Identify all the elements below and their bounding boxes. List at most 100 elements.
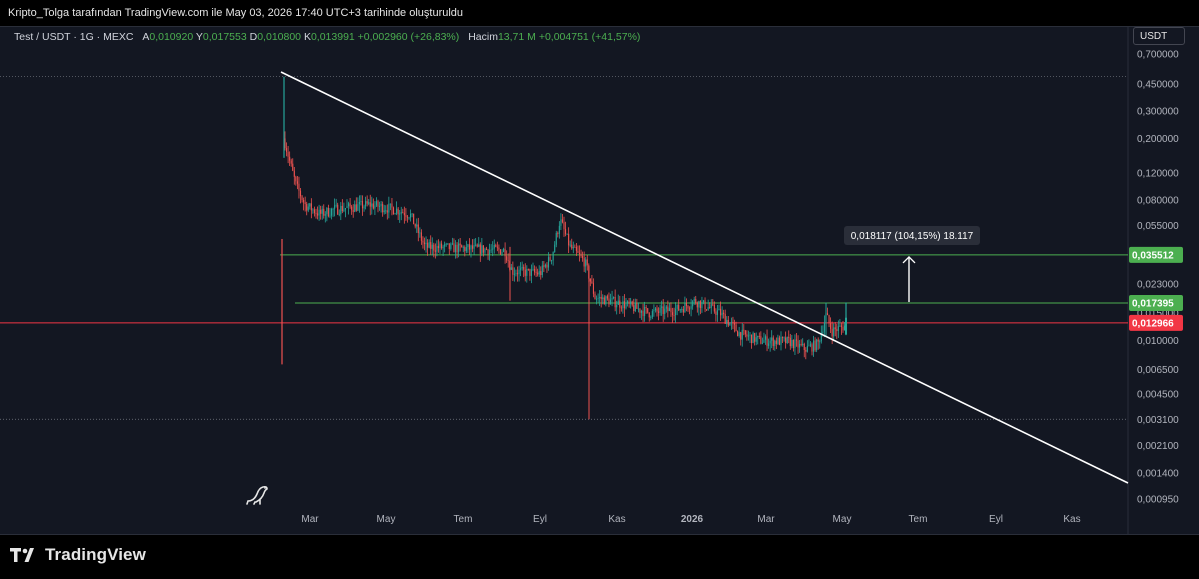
candle-body	[461, 245, 463, 248]
candle-body	[383, 210, 385, 213]
candle-body	[834, 327, 836, 330]
candle-body	[324, 214, 326, 216]
x-tick-label: Kas	[1063, 514, 1080, 525]
candle-body	[321, 208, 323, 214]
candle-body	[758, 335, 760, 337]
candle-body	[414, 224, 416, 227]
candle-body	[524, 269, 526, 276]
candle-body	[788, 336, 790, 338]
candle-body	[769, 340, 771, 344]
y-tick-label: 0,002100	[1137, 441, 1179, 452]
candle-body	[315, 212, 317, 214]
candle-body	[768, 343, 770, 346]
candle-body	[642, 310, 644, 317]
candle-body	[351, 206, 353, 211]
candle-body	[462, 247, 464, 248]
candle-body	[592, 283, 594, 294]
candle-body	[842, 326, 844, 331]
candle-body	[723, 312, 725, 315]
candle-body	[806, 345, 808, 352]
candle-body	[689, 308, 691, 310]
candle-body	[761, 342, 763, 344]
candle-body	[493, 245, 495, 249]
y-tick-label: 0,015000	[1137, 309, 1179, 320]
candle-body	[349, 203, 351, 207]
candle-body	[330, 208, 333, 216]
candle-body	[554, 244, 556, 253]
candle-body	[369, 202, 371, 207]
candle-body	[451, 243, 453, 245]
candle-body	[650, 317, 652, 318]
candle-body	[682, 309, 684, 313]
candle-body	[583, 258, 585, 267]
candle-body	[382, 203, 384, 213]
candle-body	[701, 302, 703, 309]
candle-body	[513, 273, 515, 275]
candle-body	[538, 271, 540, 275]
volume-change-value: +0,004751 (+41,57%)	[538, 31, 641, 43]
candle-body	[673, 314, 675, 316]
tradingview-logo[interactable]: TradingView	[10, 545, 146, 565]
candle-body	[693, 299, 695, 302]
candle-body	[613, 297, 615, 298]
candle-body	[487, 249, 489, 255]
symbol-title[interactable]: Test / USDT · 1G · MEXC	[14, 31, 134, 43]
candle-body	[526, 268, 528, 276]
candle-body	[465, 247, 467, 252]
high-value: 0,017553	[202, 31, 247, 43]
candle-body	[507, 260, 509, 262]
candle-body	[628, 301, 630, 304]
candle-body	[799, 343, 801, 348]
candle-body	[600, 296, 602, 300]
candle-body	[614, 297, 616, 308]
candle-body	[338, 214, 340, 216]
candle-body	[710, 304, 712, 308]
candle-body	[637, 308, 639, 310]
dino-icon	[246, 485, 268, 505]
candle-body	[434, 250, 436, 252]
candle-body	[379, 206, 381, 207]
candle-body	[760, 336, 762, 344]
candle-body	[355, 204, 357, 211]
currency-button[interactable]: USDT	[1133, 27, 1185, 45]
candle-body	[292, 163, 294, 171]
y-tick-label: 0,010000	[1137, 336, 1179, 347]
candle-body	[620, 307, 622, 309]
y-tick-label: 0,700000	[1137, 50, 1179, 61]
candle-body	[772, 337, 774, 346]
candle-body	[304, 202, 306, 205]
chart-panel[interactable]: 0,700000 0,450000 0,300000 0,200000 0,120000…	[0, 26, 1199, 536]
candle-body	[394, 213, 396, 215]
candle-body	[561, 219, 563, 223]
candle-body	[616, 304, 618, 308]
snapshot-caption: Kripto_Tolga tarafından TradingView.com …	[0, 0, 1199, 26]
candle-body	[417, 224, 419, 233]
close-value: 0,013991	[310, 31, 355, 43]
descending-trendline[interactable]	[280, 71, 1129, 484]
candle-body	[558, 225, 560, 234]
candle-body	[380, 203, 382, 207]
x-tick-label: May	[377, 514, 396, 525]
price-chart[interactable]: 0,700000 0,450000 0,300000 0,200000 0,120000…	[0, 27, 1199, 536]
y-tick-label: 0,450000	[1137, 79, 1179, 90]
high-label: Y	[195, 31, 203, 43]
candle-body	[485, 248, 488, 250]
candle-body	[623, 301, 625, 309]
candle-body	[823, 322, 825, 332]
candle-body	[675, 308, 677, 316]
candle-body	[422, 240, 424, 243]
candle-body	[575, 247, 577, 251]
candle-body	[813, 340, 815, 352]
candle-body	[586, 259, 588, 266]
candle-body	[777, 337, 779, 344]
candle-body	[597, 297, 599, 299]
candle-body	[406, 216, 408, 218]
y-tick-label: 0,000950	[1137, 495, 1179, 506]
candle-body	[535, 272, 537, 274]
candle-body	[537, 272, 539, 275]
candle-body	[707, 307, 709, 310]
candle-body	[447, 243, 449, 245]
candle-body	[374, 205, 376, 209]
candle-body	[498, 247, 500, 250]
candle-body	[780, 336, 782, 345]
